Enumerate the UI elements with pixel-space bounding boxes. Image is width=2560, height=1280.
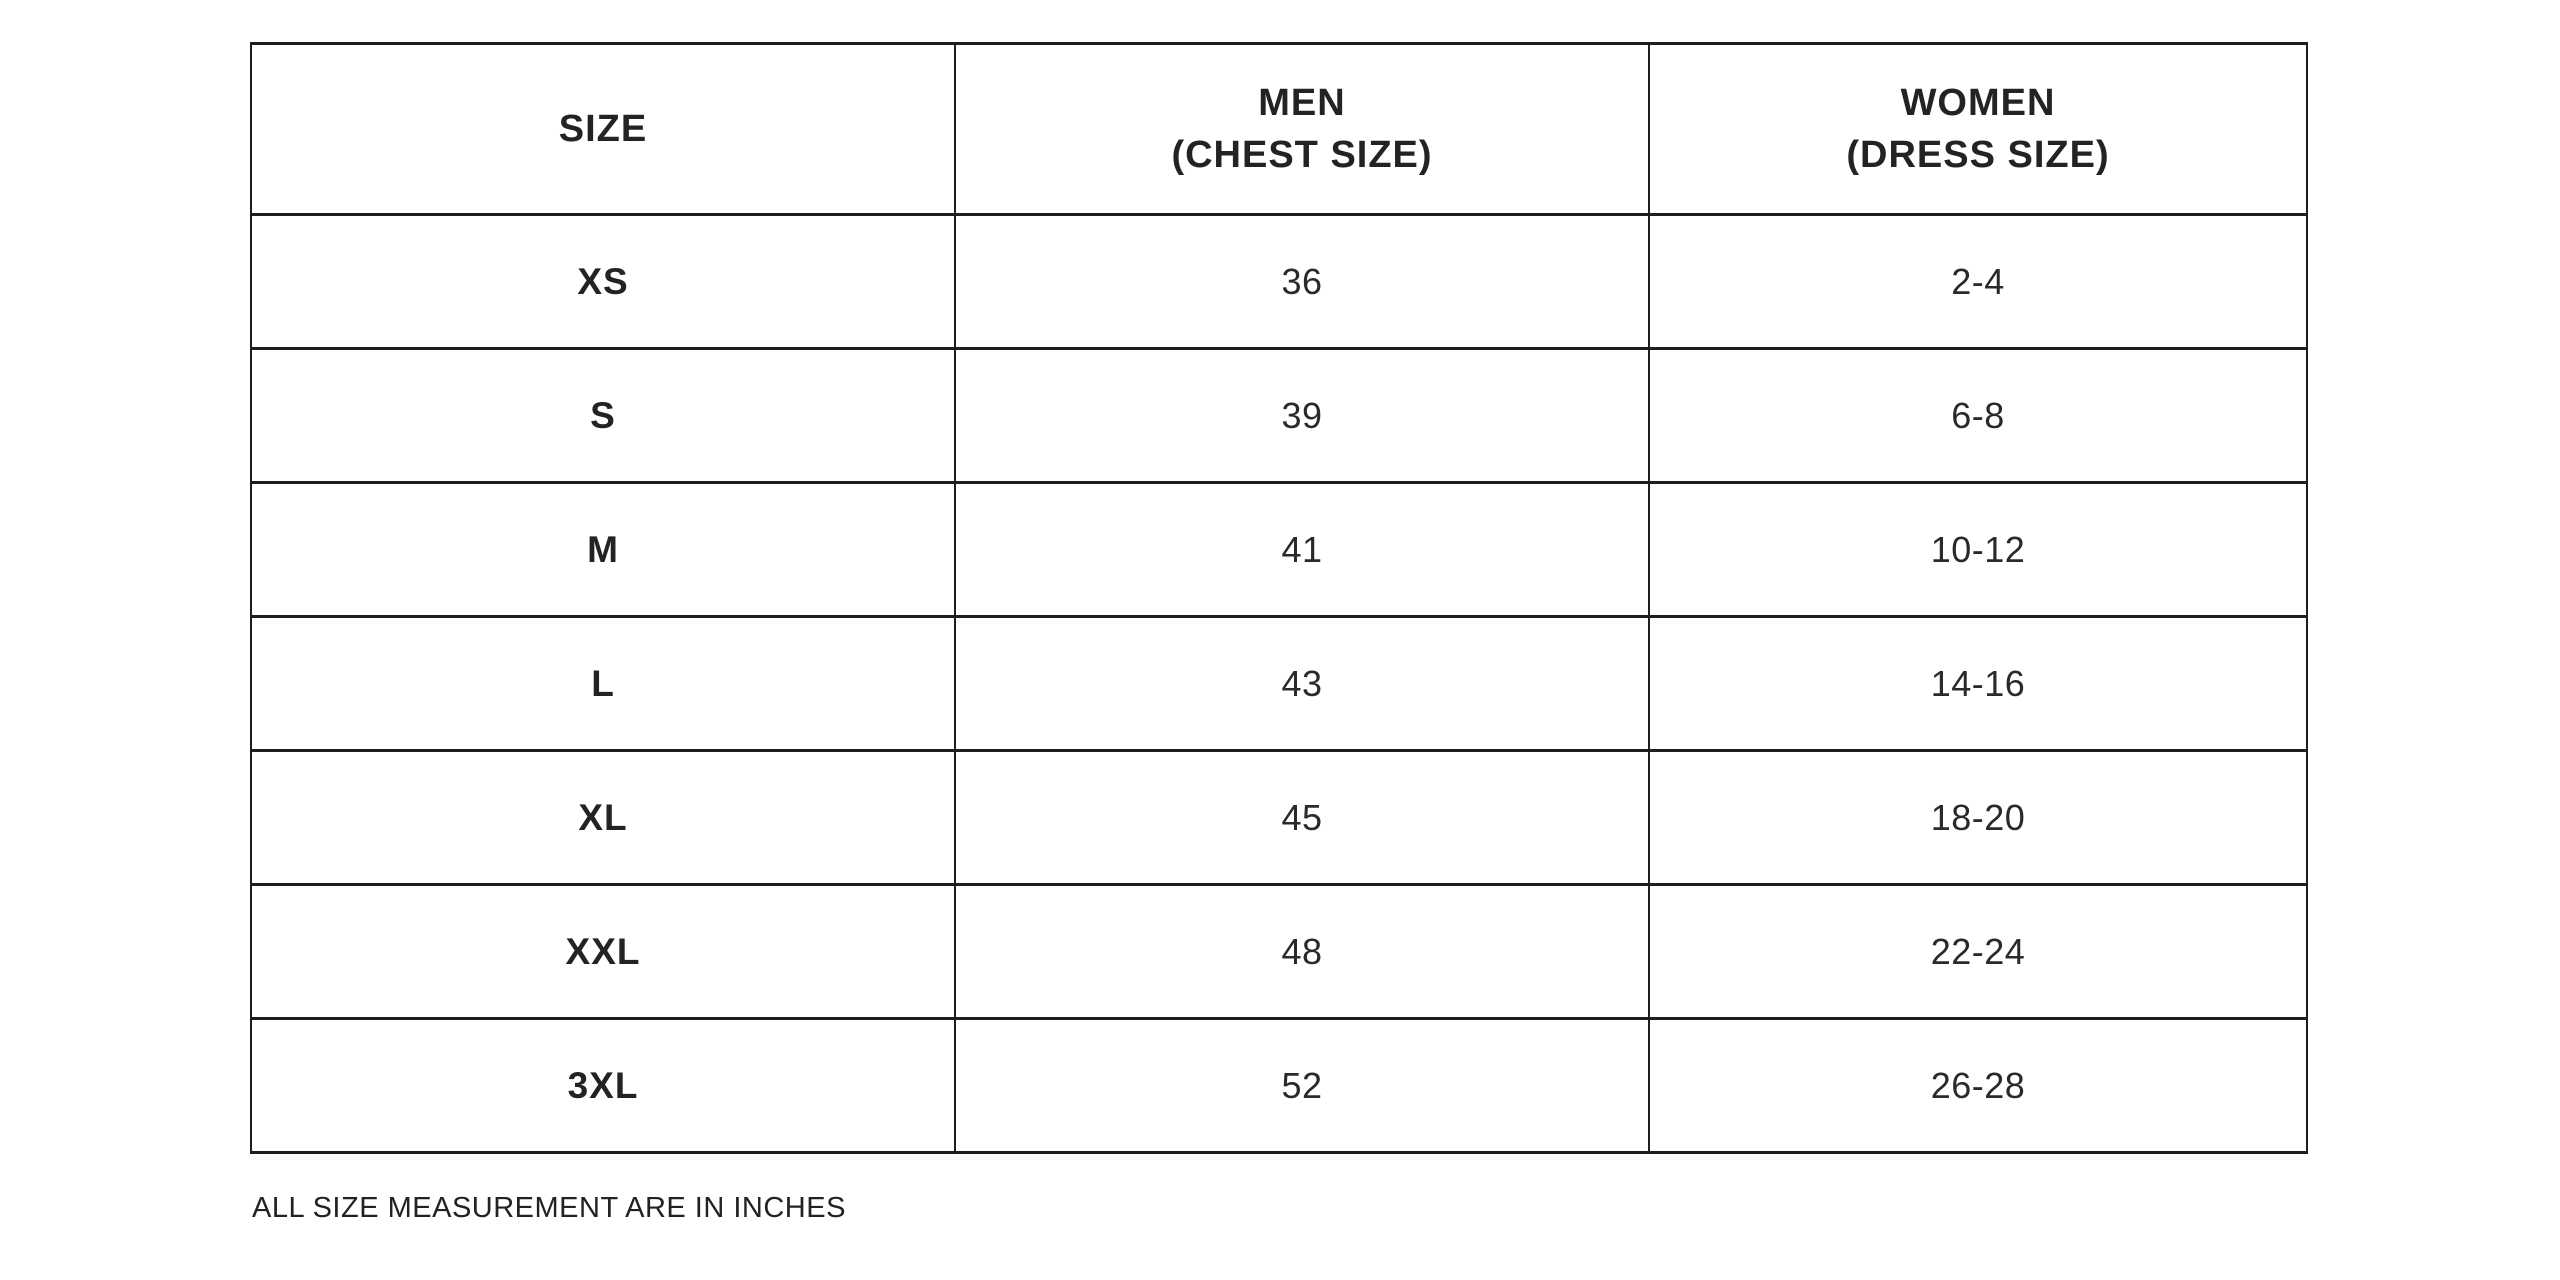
col-header-women-subtitle: (DRESS SIZE) xyxy=(1846,134,2110,176)
women-dress-size-cell: 10-12 xyxy=(1648,481,2308,618)
men-chest-size-cell: 43 xyxy=(954,615,1650,752)
table-row-s: S 39 6-8 xyxy=(250,347,2308,484)
women-dress-size-cell: 2-4 xyxy=(1648,213,2308,350)
col-header-size: SIZE xyxy=(250,42,956,216)
size-cell: L xyxy=(250,615,956,752)
col-header-women: WOMEN (DRESS SIZE) xyxy=(1648,42,2308,216)
table-row-l: L 43 14-16 xyxy=(250,615,2308,752)
table-row-xs: XS 36 2-4 xyxy=(250,213,2308,350)
col-header-men: MEN (CHEST SIZE) xyxy=(954,42,1650,216)
size-chart-table: SIZE MEN (CHEST SIZE) WOMEN (DRESS SIZE)… xyxy=(250,42,2308,1154)
men-chest-size-cell: 48 xyxy=(954,883,1650,1020)
women-dress-size-cell: 22-24 xyxy=(1648,883,2308,1020)
women-dress-size-cell: 14-16 xyxy=(1648,615,2308,752)
col-header-men-subtitle: (CHEST SIZE) xyxy=(1171,134,1433,176)
col-header-men-title: MEN xyxy=(1258,82,1346,124)
size-cell: XXL xyxy=(250,883,956,1020)
col-header-size-label: SIZE xyxy=(558,108,648,150)
men-chest-size-cell: 41 xyxy=(954,481,1650,618)
women-dress-size-cell: 18-20 xyxy=(1648,749,2308,886)
col-header-women-title: WOMEN xyxy=(1900,82,2056,124)
women-dress-size-cell: 6-8 xyxy=(1648,347,2308,484)
table-row-xl: XL 45 18-20 xyxy=(250,749,2308,886)
men-chest-size-cell: 52 xyxy=(954,1017,1650,1154)
men-chest-size-cell: 36 xyxy=(954,213,1650,350)
size-cell: 3XL xyxy=(250,1017,956,1154)
table-row-xxl: XXL 48 22-24 xyxy=(250,883,2308,1020)
size-cell: XS xyxy=(250,213,956,350)
size-cell: S xyxy=(250,347,956,484)
women-dress-size-cell: 26-28 xyxy=(1648,1017,2308,1154)
units-footnote: ALL SIZE MEASUREMENT ARE IN INCHES xyxy=(252,1192,846,1224)
table-row-m: M 41 10-12 xyxy=(250,481,2308,618)
size-cell: M xyxy=(250,481,956,618)
men-chest-size-cell: 39 xyxy=(954,347,1650,484)
men-chest-size-cell: 45 xyxy=(954,749,1650,886)
size-cell: XL xyxy=(250,749,956,886)
table-row-3xl: 3XL 52 26-28 xyxy=(250,1017,2308,1154)
header-row: SIZE MEN (CHEST SIZE) WOMEN (DRESS SIZE) xyxy=(250,42,2308,216)
